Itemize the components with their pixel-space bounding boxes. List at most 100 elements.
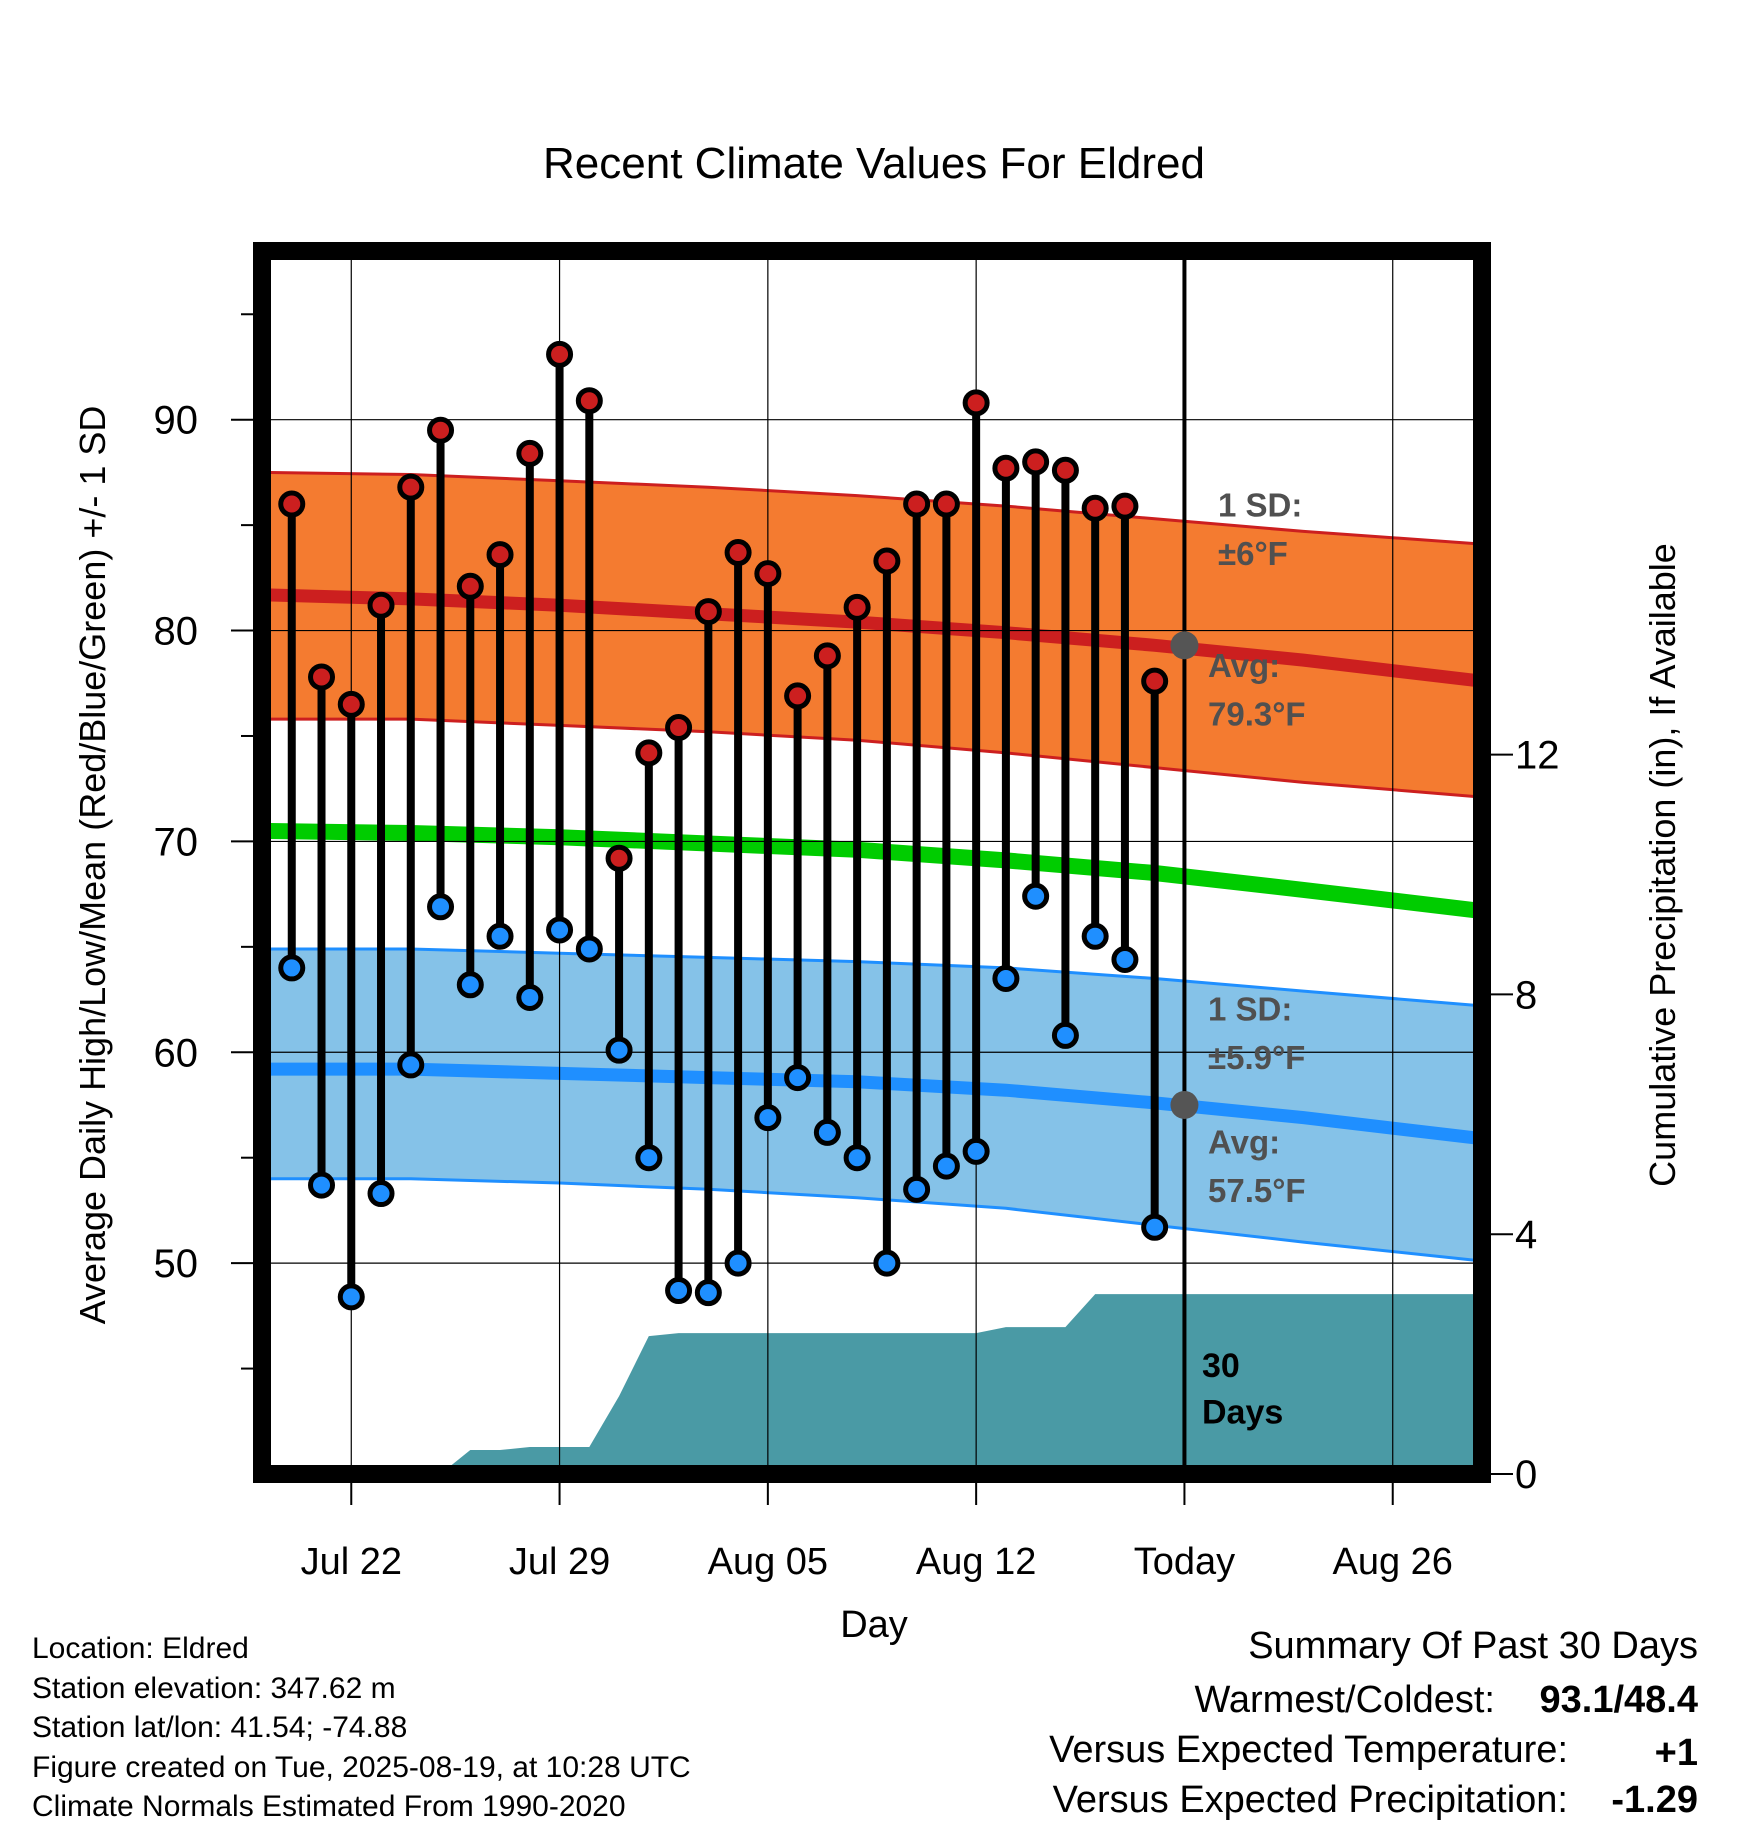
y-tick-label: 80 [154, 610, 199, 654]
y-tick-label: 50 [154, 1242, 199, 1286]
high-point [873, 547, 901, 575]
low-point [605, 1036, 633, 1064]
high-point [694, 598, 722, 626]
high-point [575, 387, 603, 415]
summary-temp-label: Versus Expected Temperature: [1049, 1729, 1568, 1771]
high-point [367, 591, 395, 619]
low-point [456, 971, 484, 999]
x-tick-label: Aug 05 [708, 1541, 828, 1583]
high-point [754, 560, 782, 588]
low-point [1081, 922, 1109, 950]
x-tick-label: Jul 22 [301, 1541, 402, 1583]
high-point [903, 490, 931, 518]
low-point [427, 893, 455, 921]
footer: Location: Eldred Station elevation: 347.… [32, 1632, 691, 1823]
high-point [635, 739, 663, 767]
plot-inner [262, 251, 1482, 1474]
high-point [1111, 492, 1139, 520]
low-point [665, 1277, 693, 1305]
days-label-number: 30 [1202, 1347, 1240, 1385]
footer-elevation: Station elevation: 347.62 m [32, 1672, 396, 1705]
high-point [397, 473, 425, 501]
y2-axis-label: Cumulative Precipitation (in), If Availa… [1642, 543, 1683, 1187]
low-point [1111, 945, 1139, 973]
plot-frame [253, 242, 1491, 1483]
footer-location: Location: Eldred [32, 1632, 249, 1665]
low-avg-label: Avg: [1208, 1123, 1280, 1160]
y2-tick-label: 12 [1515, 734, 1560, 778]
high-point [516, 439, 544, 467]
low-point [1022, 882, 1050, 910]
days-label-text: Days [1202, 1393, 1283, 1431]
footer-created: Figure created on Tue, 2025-08-19, at 10… [32, 1751, 691, 1784]
y2-tick-label: 4 [1515, 1213, 1537, 1257]
footer-latlon: Station lat/lon: 41.54; -74.88 [32, 1711, 407, 1744]
y2-tick-label: 8 [1515, 973, 1537, 1017]
footer-normals: Climate Normals Estimated From 1990-2020 [32, 1790, 626, 1823]
low-point [278, 954, 306, 982]
high-point [605, 844, 633, 872]
low-point [843, 1144, 871, 1172]
high-point [278, 490, 306, 518]
high-point [843, 593, 871, 621]
high-avg-label: Avg: [1208, 647, 1280, 684]
low-point [337, 1283, 365, 1311]
low-sd-lower-line [262, 1177, 1482, 1263]
summary-panel: Summary Of Past 30 Days Warmest/Coldest:… [1049, 1625, 1698, 1821]
summary-precip-value: -1.29 [1611, 1779, 1698, 1821]
high-point [456, 572, 484, 600]
high-point [813, 642, 841, 670]
high-point [784, 682, 812, 710]
high-avg-value: 79.3°F [1208, 695, 1306, 732]
high-point [724, 539, 752, 567]
low-point [516, 983, 544, 1011]
summary-warm-cold-value: 93.1/48.4 [1540, 1679, 1698, 1721]
high-sd-upper-line [262, 470, 1482, 546]
summary-warm-cold-label: Warmest/Coldest: [1194, 1679, 1495, 1721]
high-point [665, 714, 693, 742]
low-point [397, 1051, 425, 1079]
high-point [992, 454, 1020, 482]
high-point [546, 340, 574, 368]
low-point [486, 922, 514, 950]
x-tick-label: Aug 12 [916, 1541, 1036, 1583]
y-axis-label: Average Daily High/Low/Mean (Red/Blue/Gr… [72, 406, 113, 1325]
low-sd-band [262, 949, 1482, 1261]
low-point [575, 935, 603, 963]
high-sd-label: 1 SD: [1218, 487, 1302, 524]
low-point [308, 1171, 336, 1199]
low-point [754, 1104, 782, 1132]
summary-precip-label: Versus Expected Precipitation: [1053, 1779, 1568, 1821]
high-point [1081, 494, 1109, 522]
high-point [486, 541, 514, 569]
high-sd-band [262, 472, 1482, 798]
low-avg-value: 57.5°F [1208, 1172, 1306, 1209]
low-point [635, 1144, 663, 1172]
low-point [724, 1249, 752, 1277]
low-point [962, 1137, 990, 1165]
high-point [1051, 456, 1079, 484]
x-axis-label: Day [840, 1604, 908, 1646]
x-tick-label: Jul 29 [509, 1541, 610, 1583]
high-point [308, 663, 336, 691]
low-point [1051, 1021, 1079, 1049]
low-point [992, 964, 1020, 992]
summary-temp-value: +1 [1655, 1732, 1698, 1774]
high-point [337, 690, 365, 718]
y-tick-label: 70 [154, 820, 199, 864]
low-point [367, 1180, 395, 1208]
y2-tick-label: 0 [1515, 1453, 1537, 1497]
today-high-avg-marker [1170, 631, 1199, 660]
high-point [962, 389, 990, 417]
low-point [784, 1064, 812, 1092]
plot-area: 1 SD: ±6°F Avg: 79.3°F 1 SD: ±5.9°F Avg: 57.5°F… [154, 242, 1560, 1583]
high-point [1141, 667, 1169, 695]
x-tick-label: Aug 26 [1333, 1541, 1453, 1583]
low-sd-value: ±5.9°F [1208, 1039, 1305, 1076]
high-sd-value: ±6°F [1218, 535, 1288, 572]
y-tick-label: 60 [154, 1031, 199, 1075]
low-point [694, 1279, 722, 1307]
low-sd-label: 1 SD: [1208, 991, 1292, 1028]
y-tick-label: 90 [154, 399, 199, 443]
high-point [1022, 448, 1050, 476]
